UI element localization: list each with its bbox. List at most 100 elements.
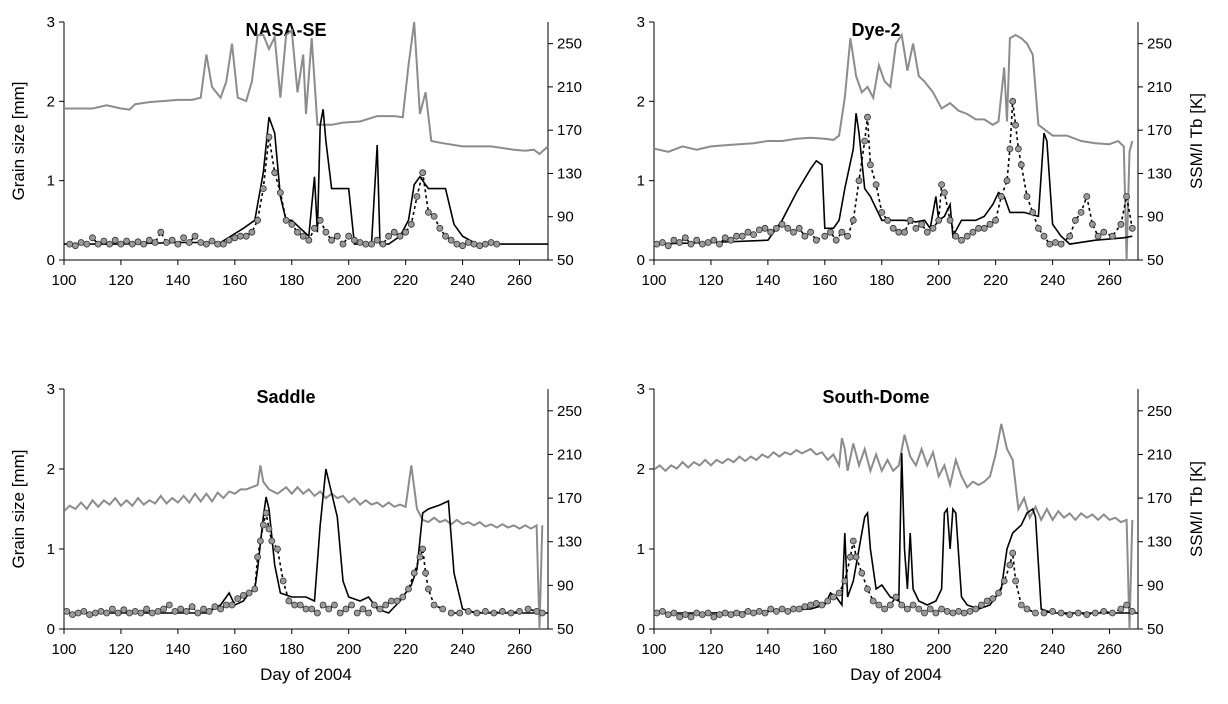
- observed-point: [533, 608, 540, 615]
- x-tick-label: 180: [869, 272, 894, 289]
- observed-point: [254, 216, 262, 224]
- y-tick-label: 3: [637, 14, 645, 31]
- y2-tick-label: 250: [557, 403, 582, 420]
- observed-point: [205, 608, 213, 615]
- observed-point: [963, 232, 971, 240]
- observed-point: [841, 577, 849, 585]
- observed-point: [989, 595, 997, 602]
- observed-point: [1074, 609, 1082, 617]
- observed-point: [86, 611, 93, 618]
- observed-point: [1083, 611, 1091, 618]
- observed-point: [946, 216, 954, 224]
- observed-point: [958, 236, 965, 244]
- y-tick-label: 0: [47, 252, 55, 269]
- observed-point: [960, 609, 968, 617]
- observed-point: [878, 208, 886, 216]
- x-tick-label: 240: [1040, 641, 1065, 658]
- y2-tick-label: 50: [557, 252, 574, 269]
- observed-point: [1083, 193, 1091, 200]
- observed-point: [64, 608, 71, 615]
- x-axis-label: Day of 2004: [260, 665, 352, 684]
- observed-point: [74, 609, 82, 617]
- observed-point: [120, 606, 128, 614]
- observed-point: [824, 597, 832, 605]
- observed-point: [282, 216, 290, 224]
- observed-point: [145, 236, 153, 244]
- observed-point: [801, 603, 809, 610]
- observed-point: [935, 216, 943, 224]
- observed-point: [225, 236, 233, 244]
- y-tick-label: 2: [47, 93, 55, 110]
- observed-point: [901, 228, 908, 236]
- panel-1: 100 120 140 160 180 200 220 240 260 0 1 2 3 50 90 130 17…: [9, 14, 582, 289]
- observed-point: [436, 224, 444, 232]
- observed-point: [348, 601, 356, 609]
- observed-point: [906, 216, 914, 224]
- observed-point: [410, 569, 418, 577]
- y-axis-label: Grain size [mm]: [9, 81, 28, 200]
- observed-point: [516, 608, 523, 615]
- observed-point: [761, 609, 769, 617]
- observed-point: [889, 224, 897, 232]
- y-tick-label: 1: [637, 541, 645, 558]
- observed-point: [938, 181, 945, 189]
- tb-series-line: [64, 21, 549, 156]
- x-tick-label: 100: [51, 272, 76, 289]
- observed-point: [1015, 145, 1022, 153]
- tb-series-line: [654, 423, 1134, 630]
- observed-point: [234, 595, 242, 602]
- tb-series-line: [654, 32, 1134, 261]
- x-tick-label: 140: [755, 641, 780, 658]
- y2-tick-label: 90: [557, 209, 574, 226]
- observed-point: [538, 609, 546, 617]
- x-tick-label: 260: [507, 272, 532, 289]
- observed-point: [693, 236, 701, 244]
- observed-point: [1006, 145, 1014, 153]
- observed-point: [921, 609, 928, 617]
- observed-point: [938, 605, 945, 613]
- observed-point: [254, 553, 262, 561]
- observed-point: [151, 239, 159, 246]
- y-tick-label: 1: [47, 173, 55, 190]
- x-tick-label: 200: [336, 641, 361, 658]
- observed-point: [1091, 609, 1099, 617]
- observed-point: [197, 239, 205, 246]
- observed-point: [325, 605, 333, 613]
- y-tick-label: 2: [637, 93, 645, 110]
- observed-point: [285, 597, 293, 605]
- observed-point: [807, 228, 814, 236]
- observed-point: [1117, 220, 1125, 228]
- observed-point: [1077, 208, 1085, 216]
- observed-point: [1057, 609, 1065, 617]
- y2-tick-label: 170: [1147, 122, 1172, 139]
- observed-point: [430, 212, 438, 220]
- observed-point: [302, 605, 310, 613]
- observed-point: [91, 609, 99, 617]
- observed-point: [1109, 232, 1116, 240]
- observed-point: [322, 228, 330, 236]
- observed-point: [980, 224, 988, 232]
- observed-point: [676, 239, 683, 246]
- observed-point: [296, 601, 304, 609]
- observed-point: [744, 608, 752, 615]
- observed-point: [342, 605, 350, 613]
- observed-point: [997, 193, 1005, 200]
- y2-tick-label: 170: [557, 490, 582, 507]
- x-tick-label: 180: [869, 641, 894, 658]
- panel-title: South-Dome: [823, 387, 930, 407]
- observed-point: [1052, 239, 1059, 246]
- observed-point: [259, 185, 267, 193]
- plot-area: [64, 465, 548, 630]
- y2-tick-label: 50: [1147, 252, 1164, 269]
- x-tick-label: 240: [450, 641, 475, 658]
- y2-tick-label: 130: [1147, 534, 1172, 551]
- y-tick-label: 1: [637, 173, 645, 190]
- observed-point: [761, 224, 769, 232]
- observed-point: [773, 608, 780, 615]
- observed-point: [148, 609, 156, 617]
- observed-point: [659, 608, 666, 615]
- observed-point: [941, 189, 948, 197]
- observed-point: [1123, 193, 1130, 200]
- observed-point: [262, 509, 270, 517]
- observed-point: [407, 220, 415, 228]
